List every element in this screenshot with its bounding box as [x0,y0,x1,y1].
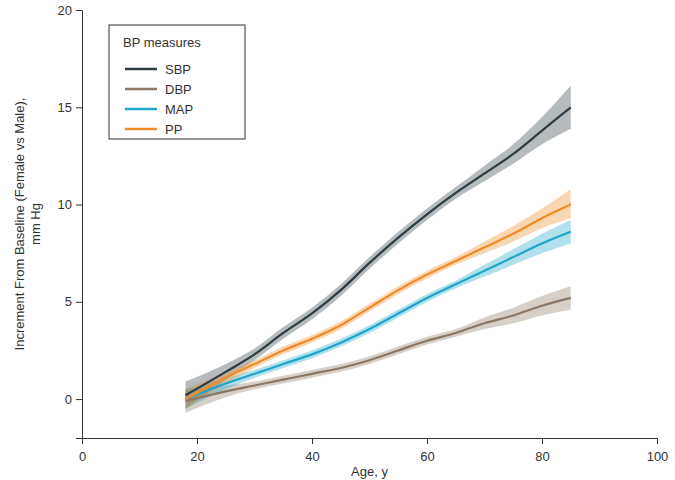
y-tick-mark [76,302,82,303]
y-axis-title-line: Increment From Baseline (Female vs Male)… [12,98,27,351]
x-tick-mark [427,438,428,444]
x-axis: 0 20 40 60 80 100 [79,438,668,464]
y-tick-label: 20 [58,3,72,18]
x-tick: 40 [305,438,319,464]
x-tick: 60 [420,438,434,464]
x-tick: 100 [647,438,669,464]
plot: 0 20 40 60 80 100 0 5 10 15 20 Age, y Increment From… [12,3,668,479]
legend-label: DBP [165,82,192,97]
y-tick: 5 [65,294,82,309]
y-tick: 10 [58,197,82,212]
y-tick-mark [76,205,82,206]
legend-swatch [125,68,157,71]
confidence-band [186,220,571,409]
x-tick: 0 [79,438,86,464]
y-axis-title-line: mm Hg [28,203,43,245]
legend-box [109,25,245,139]
series-line [186,298,571,401]
y-tick-mark [76,399,82,400]
series-line [186,107,571,395]
y-tick-label: 0 [65,392,72,407]
legend-swatch [125,88,157,91]
legend-label: PP [165,122,182,137]
series-line [186,232,571,399]
y-tick-mark [76,107,82,108]
y-tick-mark [76,10,82,11]
x-tick-mark [657,438,658,444]
y-tick: 15 [58,100,82,115]
y-tick: 0 [65,392,82,407]
chart: 0 20 40 60 80 100 0 5 10 15 20 Age, y Increment From… [0,0,675,480]
x-tick-label: 40 [305,449,319,464]
series-line [186,205,571,400]
x-axis-title: Age, y [351,464,388,479]
x-axis-line [83,439,658,445]
y-axis-title: Increment From Baseline (Female vs Male)… [12,98,43,351]
legend-title: BP measures [123,35,201,50]
x-tick-label: 0 [79,449,86,464]
x-tick-mark [197,438,198,444]
y-tick-label: 5 [65,294,72,309]
x-tick: 20 [190,438,204,464]
x-tick-label: 20 [190,449,204,464]
legend: BP measures SBP DBP MAP PP [109,25,245,139]
legend-swatch [125,128,157,131]
confidence-band [186,189,571,409]
x-tick-label: 100 [647,449,669,464]
legend-label: MAP [165,102,193,117]
x-tick-mark [542,438,543,444]
x-tick-label: 80 [535,449,549,464]
legend-label: SBP [165,62,191,77]
y-tick-label: 15 [58,100,72,115]
x-tick: 80 [535,438,549,464]
y-axis-line [76,11,83,439]
x-tick-label: 60 [420,449,434,464]
y-tick: 20 [58,3,82,18]
y-axis: 0 5 10 15 20 [58,3,83,439]
legend-swatch [125,108,157,111]
x-tick-mark [312,438,313,444]
y-tick-label: 10 [58,197,72,212]
